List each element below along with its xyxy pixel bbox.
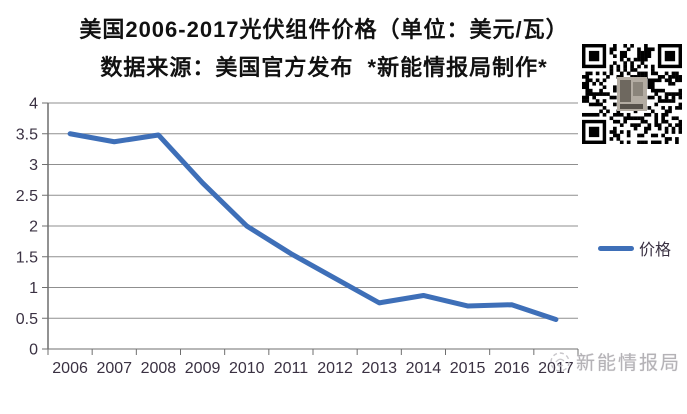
x-axis-tick-label: 2012 (317, 360, 353, 377)
price-line-chart: 0 0.5 1 1.5 2 2.5 3 3.5 4 2006 2007 2008 2009 2010 201… (16, 96, 579, 377)
x-axis-tick-label: 2007 (96, 360, 132, 377)
x-axis-tick-label: 2014 (406, 360, 442, 377)
y-axis-tick-label: 0.5 (16, 311, 38, 328)
wechat-qr-code (582, 44, 682, 144)
watermark-logo-icon (550, 351, 570, 372)
legend-label: 价格 (639, 242, 672, 259)
chart-legend: 价格 (598, 236, 671, 260)
x-axis-tick-label: 2006 (52, 360, 88, 377)
y-axis-tick-label: 3.5 (16, 126, 38, 143)
x-axis-tick-label: 2017 (538, 360, 574, 377)
chart-subtitle: 数据来源：美国官方发布 *新能情报局制作* (100, 55, 548, 80)
watermark: 新能情报局 (548, 348, 681, 375)
y-axis-tick-label: 1 (29, 280, 38, 297)
y-axis-tick-label: 2 (29, 219, 38, 236)
x-axis-tick-label: 2016 (494, 360, 530, 377)
x-axis-tick-label: 2010 (229, 360, 265, 377)
x-axis-tick-label: 2011 (274, 360, 309, 377)
x-axis-tick-label: 2008 (141, 360, 177, 377)
y-axis-tick-label: 0 (29, 342, 38, 359)
x-axis-tick-label: 2015 (450, 360, 486, 377)
y-axis-tick-label: 2.5 (16, 188, 38, 205)
y-axis-tick-label: 4 (29, 96, 38, 113)
watermark-text: 新能情报局 (575, 353, 681, 374)
x-axis-tick-label: 2009 (185, 360, 221, 377)
chart-title: 美国2006-2017光伏组件价格（单位：美元/瓦） (79, 17, 569, 42)
x-axis-tick-label: 2013 (361, 360, 397, 377)
y-axis-tick-label: 1.5 (16, 249, 38, 266)
price-series-line (67, 131, 559, 322)
y-axis-tick-label: 3 (29, 157, 38, 174)
legend-line-swatch (598, 245, 634, 251)
